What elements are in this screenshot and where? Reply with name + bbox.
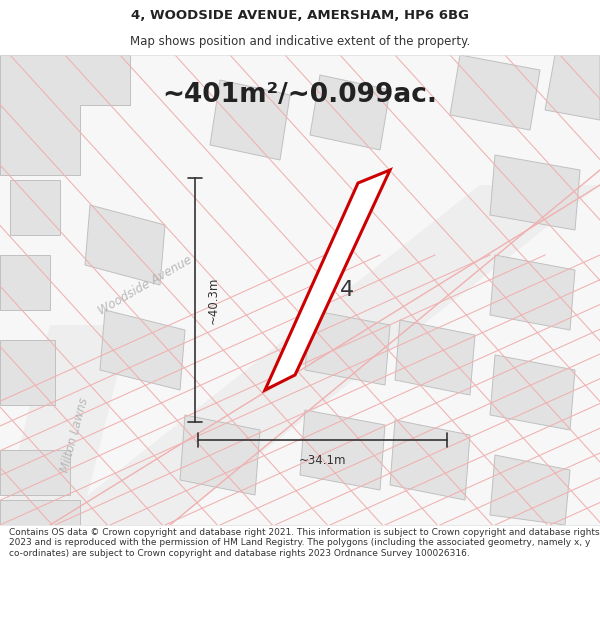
Text: ~34.1m: ~34.1m bbox=[299, 454, 346, 466]
Text: Contains OS data © Crown copyright and database right 2021. This information is : Contains OS data © Crown copyright and d… bbox=[9, 528, 599, 558]
Text: ~40.3m: ~40.3m bbox=[207, 276, 220, 324]
Polygon shape bbox=[0, 450, 70, 495]
Polygon shape bbox=[490, 155, 580, 230]
Polygon shape bbox=[50, 185, 600, 525]
Polygon shape bbox=[85, 205, 165, 285]
Text: Woodside Avenue: Woodside Avenue bbox=[96, 253, 194, 317]
Polygon shape bbox=[100, 310, 185, 390]
Text: ~401m²/~0.099ac.: ~401m²/~0.099ac. bbox=[163, 82, 437, 108]
Polygon shape bbox=[265, 170, 390, 390]
Polygon shape bbox=[390, 420, 470, 500]
Polygon shape bbox=[0, 55, 130, 175]
Polygon shape bbox=[180, 415, 260, 495]
Polygon shape bbox=[0, 255, 50, 310]
Polygon shape bbox=[0, 325, 130, 525]
Text: Map shows position and indicative extent of the property.: Map shows position and indicative extent… bbox=[130, 35, 470, 48]
Polygon shape bbox=[545, 55, 600, 120]
Polygon shape bbox=[0, 340, 55, 405]
Polygon shape bbox=[300, 410, 385, 490]
Text: 4, WOODSIDE AVENUE, AMERSHAM, HP6 6BG: 4, WOODSIDE AVENUE, AMERSHAM, HP6 6BG bbox=[131, 9, 469, 22]
Polygon shape bbox=[490, 255, 575, 330]
Text: 4: 4 bbox=[340, 279, 354, 299]
Text: Milton Lawns: Milton Lawns bbox=[59, 396, 91, 474]
Polygon shape bbox=[490, 455, 570, 525]
Polygon shape bbox=[450, 55, 540, 130]
Polygon shape bbox=[395, 320, 475, 395]
Polygon shape bbox=[0, 500, 80, 525]
Polygon shape bbox=[490, 355, 575, 430]
Polygon shape bbox=[10, 180, 60, 235]
Polygon shape bbox=[305, 310, 390, 385]
Polygon shape bbox=[310, 75, 390, 150]
Polygon shape bbox=[210, 80, 290, 160]
